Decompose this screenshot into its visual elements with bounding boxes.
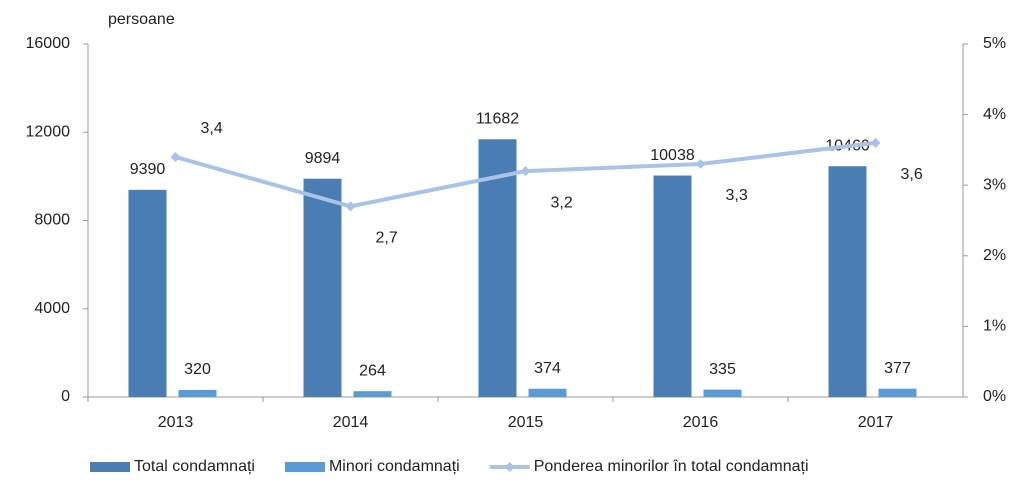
line-marker	[695, 159, 706, 170]
bar-value-label: 374	[534, 360, 561, 377]
bar	[478, 139, 517, 397]
legend-label: Minori condamnați	[329, 458, 460, 475]
x-tick-label: 2017	[858, 414, 894, 431]
y-tick-label: 16000	[26, 35, 71, 52]
bar-value-label: 9390	[130, 161, 166, 178]
y-tick-label: 0	[61, 388, 70, 405]
bar-value-label: 9894	[305, 150, 341, 167]
y2-tick-label: 1%	[983, 318, 1006, 335]
bar	[828, 166, 867, 397]
legend-swatch	[284, 462, 325, 472]
y-tick-label: 8000	[34, 212, 70, 229]
y-tick-label: 12000	[26, 123, 71, 140]
bar	[653, 175, 692, 397]
y2-tick-label: 3%	[983, 176, 1006, 193]
legend-label: Total condamnați	[134, 458, 255, 475]
bar	[303, 178, 342, 397]
line-value-label: 2,7	[376, 230, 398, 247]
bar	[528, 388, 567, 397]
legend-marker	[504, 462, 515, 472]
line-marker	[345, 201, 356, 212]
bar	[703, 389, 742, 397]
bar	[178, 389, 217, 397]
bar-value-label: 320	[184, 361, 211, 378]
bar-value-label: 11682	[476, 110, 519, 127]
bar-value-label: 264	[359, 362, 386, 379]
legend-swatch	[90, 462, 130, 472]
bar	[353, 391, 392, 397]
bar	[878, 388, 917, 397]
line-marker	[520, 166, 531, 177]
line-value-label: 3,6	[901, 166, 923, 183]
line-value-label: 3,2	[551, 194, 573, 211]
line-marker	[870, 137, 881, 148]
bar	[128, 189, 167, 397]
bar-value-label: 10038	[650, 147, 695, 164]
x-tick-label: 2014	[333, 414, 369, 431]
y2-tick-label: 2%	[983, 247, 1006, 264]
bar-value-label: 377	[884, 360, 911, 377]
line-value-label: 3,4	[201, 120, 223, 137]
line-marker	[170, 151, 181, 162]
legend-label: Ponderea minorilor în total condamnați	[534, 458, 809, 475]
x-tick-label: 2013	[158, 414, 194, 431]
y-axis-label: persoane	[108, 11, 175, 28]
y-tick-label: 4000	[34, 300, 70, 317]
y2-tick-label: 0%	[983, 388, 1006, 405]
line-value-label: 3,3	[726, 187, 748, 204]
bar-value-label: 335	[709, 361, 736, 378]
x-tick-label: 2016	[683, 414, 719, 431]
x-tick-label: 2015	[508, 414, 544, 431]
y2-tick-label: 4%	[983, 106, 1006, 123]
y2-tick-label: 5%	[983, 35, 1006, 52]
